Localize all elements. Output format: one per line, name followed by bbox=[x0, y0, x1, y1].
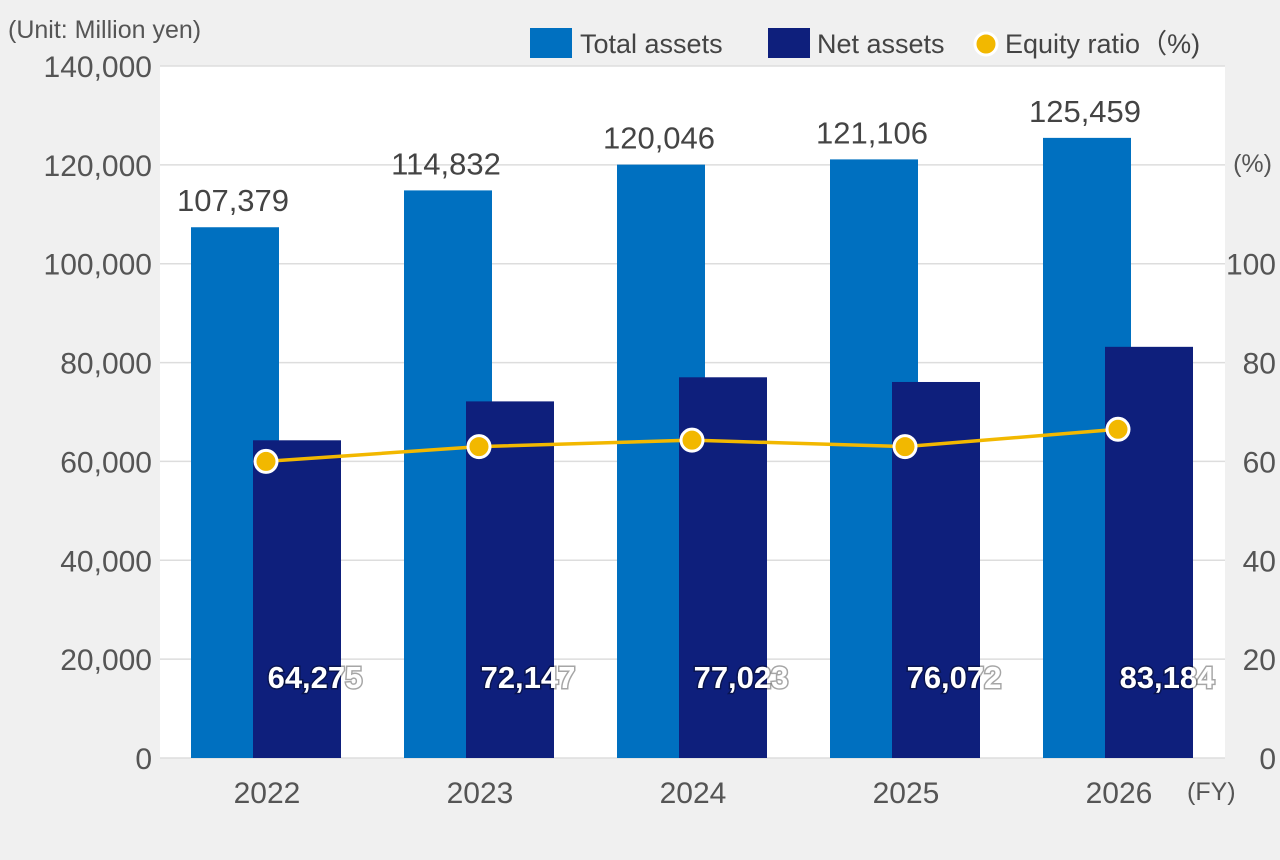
x-tick-label: 2025 bbox=[873, 777, 940, 810]
net-assets-data-label: 76,072 bbox=[907, 660, 1002, 695]
total-assets-data-label: 114,832 bbox=[391, 146, 501, 181]
x-tick-label: 2026 bbox=[1086, 777, 1153, 810]
y-right-tick-label: 60 bbox=[1243, 446, 1276, 479]
y-left-tick-label: 120,000 bbox=[44, 150, 152, 183]
y-left-tick-label: 20,000 bbox=[60, 644, 152, 677]
x-unit-label: (FY) bbox=[1187, 778, 1236, 806]
y-right-tick-label: 20 bbox=[1243, 644, 1276, 677]
bar-net-assets-2023 bbox=[466, 401, 554, 758]
net-assets-data-label: 77,023 bbox=[694, 660, 789, 695]
total-assets-data-label: 107,379 bbox=[177, 183, 289, 218]
y-right-tick-label: 80 bbox=[1243, 348, 1276, 381]
x-tick-label: 2023 bbox=[447, 777, 514, 810]
equity-ratio-point-2023 bbox=[466, 434, 492, 460]
equity-ratio-point-2026 bbox=[1105, 416, 1131, 442]
y-left-tick-label: 80,000 bbox=[60, 348, 152, 381]
net-assets-data-label: 72,147 bbox=[481, 660, 576, 695]
net-assets-data-label: 83,184 bbox=[1120, 660, 1216, 695]
legend-label-total-assets: Total assets bbox=[580, 29, 723, 59]
unit-label: (Unit: Million yen) bbox=[8, 16, 201, 44]
x-tick-label: 2024 bbox=[660, 777, 727, 810]
legend-marker-equity-ratio bbox=[973, 31, 999, 57]
bar-net-assets-2022 bbox=[253, 440, 341, 758]
y-left-tick-label: 40,000 bbox=[60, 545, 152, 578]
equity-ratio-point-2025 bbox=[892, 434, 918, 460]
y-right-unit-label: (%) bbox=[1233, 150, 1272, 178]
equity-ratio-point-2022 bbox=[253, 448, 279, 474]
bar-net-assets-2026 bbox=[1105, 346, 1193, 758]
equity-ratio-point-2024 bbox=[679, 427, 705, 453]
total-assets-data-label: 120,046 bbox=[603, 121, 715, 156]
legend-label-equity-ratio: Equity ratio（%) bbox=[1005, 29, 1200, 59]
total-assets-data-label: 125,459 bbox=[1029, 94, 1141, 129]
net-assets-data-label: 64,275 bbox=[268, 660, 363, 695]
total-assets-data-label: 121,106 bbox=[816, 115, 928, 150]
legend-swatch-total-assets bbox=[530, 28, 572, 58]
y-left-tick-label: 140,000 bbox=[44, 51, 152, 84]
y-right-tick-label: 40 bbox=[1243, 545, 1276, 578]
legend-label-net-assets: Net assets bbox=[817, 29, 945, 59]
y-right-tick-label: 0 bbox=[1259, 743, 1276, 776]
y-left-tick-label: 60,000 bbox=[60, 446, 152, 479]
x-tick-label: 2022 bbox=[234, 777, 301, 810]
y-left-tick-label: 100,000 bbox=[44, 249, 152, 282]
y-left-tick-label: 0 bbox=[135, 743, 152, 776]
y-right-tick-label: 100 bbox=[1226, 249, 1276, 282]
legend-swatch-net-assets bbox=[768, 28, 810, 58]
